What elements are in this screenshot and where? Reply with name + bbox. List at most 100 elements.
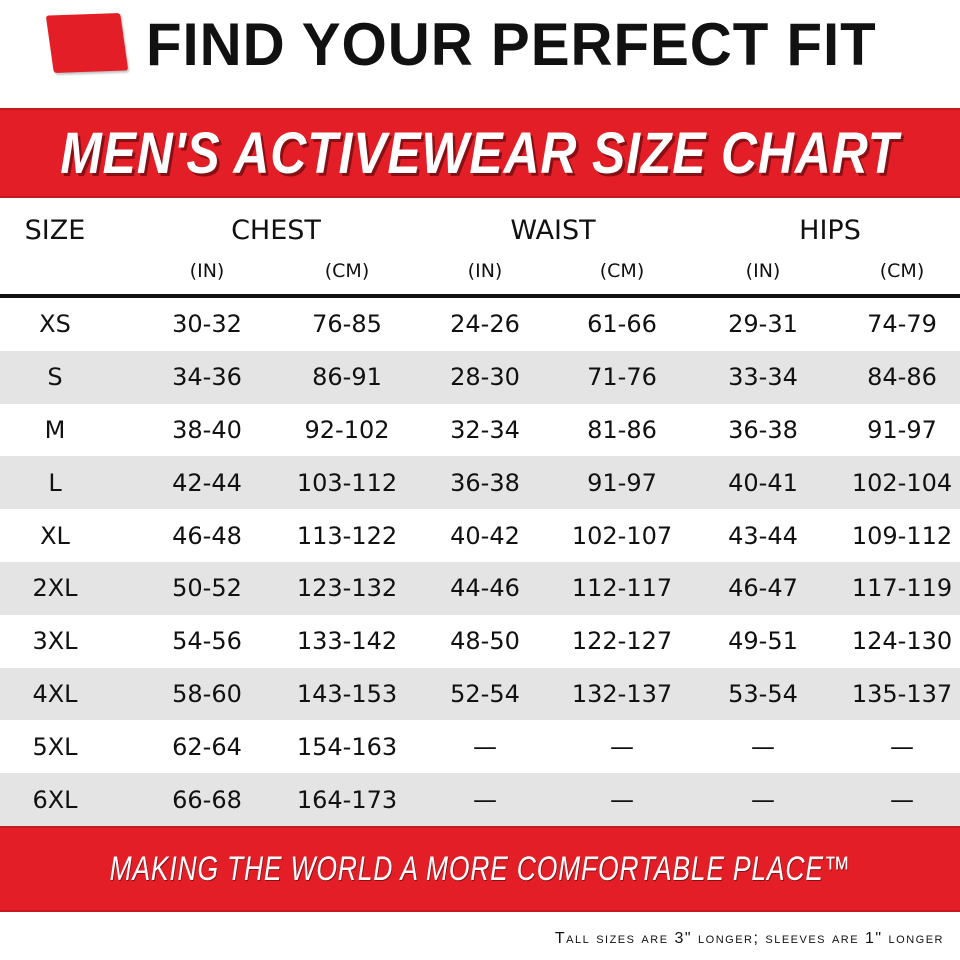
- flag-icon: [45, 12, 129, 74]
- title-banner: MEN'S ACTIVEWEAR SIZE CHART: [0, 108, 960, 198]
- cell-waist-cm: 81-86: [587, 415, 657, 444]
- cell-waist-in: 32-34: [450, 415, 520, 444]
- cell-hips-in: 46-47: [728, 574, 798, 603]
- cell-chest-cm: 154-163: [296, 732, 398, 761]
- table-row: L 42-44 103-112 36-38 91-97 40-41 102-104: [0, 456, 960, 510]
- unit-in: (IN): [189, 260, 225, 282]
- cell-chest-cm: 133-142: [296, 627, 398, 656]
- banner-title: MEN'S ACTIVEWEAR SIZE CHART: [60, 120, 900, 186]
- cell-size: 5XL: [32, 732, 78, 761]
- cell-waist-cm: 132-137: [571, 679, 673, 708]
- table-row: XS 30-32 76-85 24-26 61-66 29-31 74-79: [0, 298, 960, 351]
- cell-size: 6XL: [32, 785, 78, 814]
- table-row: 2XL 50-52 123-132 44-46 112-117 46-47 117-119: [0, 561, 960, 615]
- cell-chest-in: 58-60: [172, 679, 242, 708]
- cell-hips-cm: 124-130: [851, 627, 953, 656]
- cell-waist-in: —: [473, 785, 497, 814]
- cell-chest-cm: 143-153: [296, 679, 398, 708]
- cell-waist-cm: 91-97: [587, 468, 657, 497]
- cell-chest-in: 62-64: [172, 732, 242, 761]
- cell-size: S: [47, 363, 63, 392]
- cell-chest-cm: 92-102: [304, 415, 390, 444]
- cell-size: L: [48, 468, 62, 497]
- cell-hips-cm: 135-137: [851, 679, 953, 708]
- cell-hips-cm: 91-97: [867, 415, 937, 444]
- cell-size: XS: [39, 310, 71, 339]
- page-title: FIND YOUR PERFECT FIT: [146, 11, 877, 78]
- cell-waist-cm: 61-66: [587, 310, 657, 339]
- cell-hips-cm: —: [890, 785, 914, 814]
- cell-waist-in: 40-42: [450, 521, 520, 550]
- cell-chest-cm: 164-173: [296, 785, 398, 814]
- cell-waist-in: 24-26: [450, 310, 520, 339]
- cell-chest-cm: 103-112: [296, 468, 398, 497]
- table-row: M 38-40 92-102 32-34 81-86 36-38 91-97: [0, 404, 960, 457]
- cell-chest-in: 66-68: [172, 785, 242, 814]
- cell-waist-in: 48-50: [450, 627, 520, 656]
- cell-hips-cm: 117-119: [851, 574, 953, 603]
- unit-in: (IN): [745, 260, 781, 282]
- cell-size: M: [44, 415, 66, 444]
- cell-chest-in: 42-44: [172, 468, 242, 497]
- cell-hips-cm: 109-112: [851, 521, 953, 550]
- unit-cm: (CM): [879, 260, 925, 282]
- cell-hips-cm: 84-86: [867, 363, 937, 392]
- table-row: 5XL 62-64 154-163 — — — —: [0, 720, 960, 773]
- table-row: 4XL 58-60 143-153 52-54 132-137 53-54 135-137: [0, 667, 960, 721]
- col-chest: CHEST: [231, 215, 321, 246]
- cell-chest-in: 30-32: [172, 310, 242, 339]
- cell-waist-in: —: [473, 732, 497, 761]
- cell-waist-cm: —: [610, 785, 634, 814]
- cell-size: 3XL: [32, 627, 78, 656]
- cell-waist-cm: 112-117: [571, 574, 673, 603]
- cell-hips-in: 49-51: [728, 627, 798, 656]
- cell-hips-in: 43-44: [728, 521, 798, 550]
- cell-chest-in: 46-48: [172, 521, 242, 550]
- cell-size: 4XL: [32, 679, 78, 708]
- cell-hips-in: —: [751, 785, 775, 814]
- col-size: SIZE: [24, 215, 86, 246]
- cell-hips-in: 40-41: [728, 468, 798, 497]
- cell-waist-cm: 102-107: [571, 521, 673, 550]
- cell-waist-cm: 122-127: [571, 627, 673, 656]
- top-header: FIND YOUR PERFECT FIT: [0, 0, 960, 100]
- cell-chest-cm: 76-85: [312, 310, 382, 339]
- unit-in: (IN): [467, 260, 503, 282]
- cell-chest-in: 54-56: [172, 627, 242, 656]
- cell-chest-in: 34-36: [172, 363, 242, 392]
- table-row: XL 46-48 113-122 40-42 102-107 43-44 109-112: [0, 509, 960, 562]
- cell-hips-in: 36-38: [728, 415, 798, 444]
- cell-hips-cm: 102-104: [851, 468, 953, 497]
- cell-chest-cm: 86-91: [312, 363, 382, 392]
- cell-waist-in: 28-30: [450, 363, 520, 392]
- cell-waist-in: 36-38: [450, 468, 520, 497]
- cell-waist-cm: —: [610, 732, 634, 761]
- cell-chest-in: 50-52: [172, 574, 242, 603]
- cell-chest-cm: 123-132: [296, 574, 398, 603]
- col-waist: WAIST: [510, 215, 596, 246]
- cell-size: 2XL: [32, 574, 78, 603]
- unit-cm: (CM): [599, 260, 645, 282]
- tagline: MAKING THE WORLD A MORE COMFORTABLE PLAC…: [109, 849, 851, 888]
- col-hips: HIPS: [799, 215, 861, 246]
- cell-waist-in: 52-54: [450, 679, 520, 708]
- size-table: XS 30-32 76-85 24-26 61-66 29-31 74-79 S 34-36 86…: [0, 298, 960, 826]
- table-row: 3XL 54-56 133-142 48-50 122-127 49-51 124-130: [0, 615, 960, 668]
- cell-hips-cm: —: [890, 732, 914, 761]
- footnote: Tall sizes are 3" longer; sleeves are 1"…: [554, 930, 944, 947]
- cell-size: XL: [40, 521, 70, 550]
- unit-cm: (CM): [324, 260, 370, 282]
- table-row: S 34-36 86-91 28-30 71-76 33-34 84-86: [0, 350, 960, 404]
- cell-waist-in: 44-46: [450, 574, 520, 603]
- cell-hips-in: —: [751, 732, 775, 761]
- cell-hips-in: 29-31: [728, 310, 798, 339]
- cell-hips-in: 33-34: [728, 363, 798, 392]
- table-row: 6XL 66-68 164-173 — — — —: [0, 773, 960, 826]
- table-header: SIZE CHEST WAIST HIPS (IN) (CM) (IN) (CM…: [0, 215, 960, 295]
- cell-waist-cm: 71-76: [587, 363, 657, 392]
- cell-chest-cm: 113-122: [296, 521, 398, 550]
- tagline-banner: MAKING THE WORLD A MORE COMFORTABLE PLAC…: [0, 826, 960, 912]
- header-divider: [0, 294, 960, 298]
- cell-hips-in: 53-54: [728, 679, 798, 708]
- cell-hips-cm: 74-79: [867, 310, 937, 339]
